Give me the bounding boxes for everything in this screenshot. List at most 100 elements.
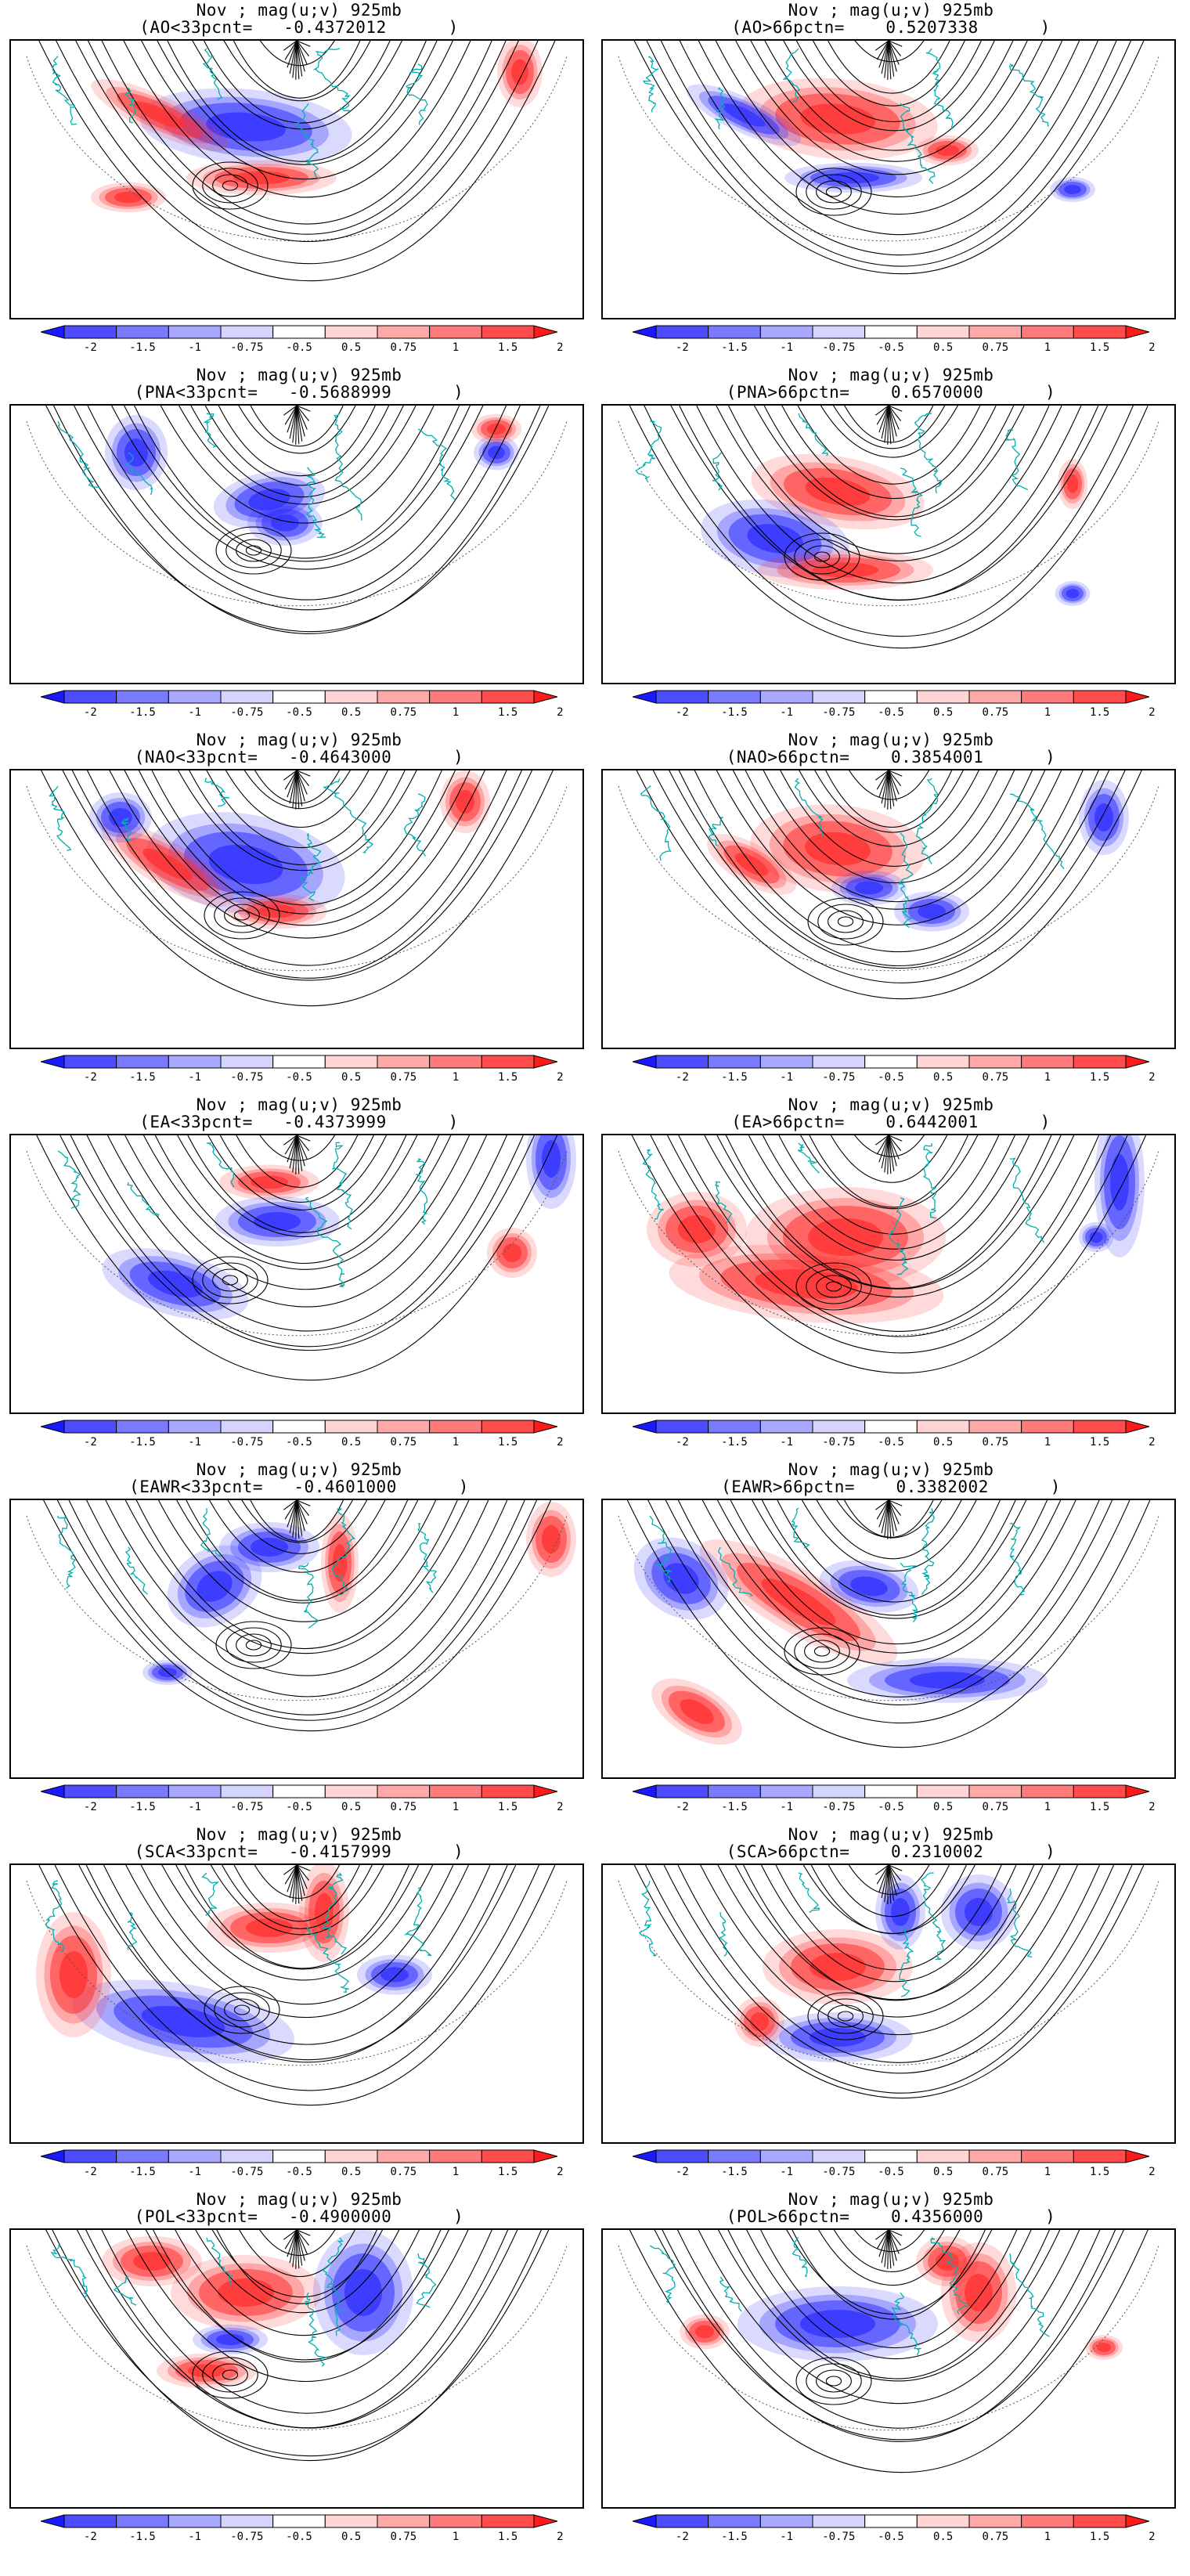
- colorbar-tick-label: -0.75: [822, 2531, 856, 2543]
- colorbar-swatch: [63, 1784, 117, 1799]
- coastline: [791, 1507, 810, 1549]
- streamline: [646, 41, 1132, 267]
- polar-map: [618, 1500, 1159, 1748]
- streamline: [762, 1135, 1015, 1250]
- colorbar-tick-label: 1: [1044, 706, 1051, 719]
- colorbar-swatch: [968, 2514, 1022, 2528]
- colorbar-tick-label: -2: [675, 1071, 689, 1084]
- colorbar-swatch: [1021, 690, 1074, 704]
- colorbar-swatch: [63, 1055, 117, 1069]
- polar-convergence-line: [296, 1865, 310, 1881]
- colorbar-swatch: [1021, 325, 1074, 339]
- colorbar-swatch: [63, 325, 117, 339]
- polar-convergence-line: [287, 770, 298, 798]
- colorbar-swatch: [655, 1420, 709, 1434]
- polar-convergence-line: [296, 1135, 305, 1167]
- polar-convergence-line: [874, 770, 889, 781]
- polar-convergence-line: [289, 41, 298, 74]
- streamline: [219, 1135, 374, 1203]
- coastline: [640, 785, 672, 861]
- streamline: [75, 41, 519, 243]
- polar-convergence-line: [887, 770, 889, 810]
- colorbar-min-arrow: [41, 1784, 65, 1799]
- colorbar-swatch: [864, 690, 918, 704]
- panel-title: Nov ; mag(u;v) 925mb: [788, 366, 994, 384]
- polar-convergence-line: [888, 770, 895, 806]
- colorbar-tick-label: -1.5: [721, 1071, 748, 1084]
- polar-convergence-line: [888, 1865, 902, 1881]
- streamline: [797, 406, 981, 485]
- colorbar-swatch: [324, 1784, 378, 1799]
- colorbar-min-arrow: [41, 2514, 65, 2528]
- cyclone-streamline: [806, 2363, 862, 2399]
- colorbar-swatch: [116, 1784, 169, 1799]
- coastlines: [642, 48, 1049, 185]
- polar-convergence-line: [888, 1135, 897, 1167]
- streamline: [631, 1135, 1147, 1374]
- polar-convergence-line: [296, 406, 303, 442]
- streamlines: [629, 406, 1149, 649]
- colorbar-swatch: [759, 1420, 813, 1434]
- polar-convergence-line: [888, 1135, 895, 1171]
- polar-convergence-line: [296, 41, 310, 56]
- colorbar-swatch: [655, 1055, 709, 1069]
- polar-convergence-line: [888, 2230, 892, 2269]
- streamline: [662, 2230, 1116, 2442]
- streamline: [259, 1135, 336, 1161]
- polar-convergence-line: [874, 1500, 889, 1510]
- colorbar-tick-label: -2: [675, 706, 689, 719]
- coastline: [914, 413, 944, 494]
- colorbar-swatch: [655, 690, 709, 704]
- polar-convergence-line: [284, 1135, 298, 1155]
- polar-convergence-line: [284, 41, 298, 60]
- polar-convergence-line: [296, 1135, 300, 1174]
- polar-convergence-line: [881, 1500, 889, 1534]
- polar-convergence-line: [878, 2230, 889, 2257]
- streamline: [844, 406, 934, 443]
- colorbar-min-arrow: [41, 2149, 65, 2163]
- map-panel: Nov ; mag(u;v) 925mb (NAO>66pctn= 0.38540…: [601, 730, 1181, 1095]
- panel-title: Nov ; mag(u;v) 925mb: [196, 1460, 402, 1479]
- streamline: [211, 2230, 384, 2298]
- streamline: [186, 1500, 409, 1601]
- colorbar-tick-label: 2: [1149, 341, 1156, 354]
- colorbar-swatch: [168, 325, 222, 339]
- cyclone-streamline: [817, 1998, 874, 2034]
- cyclone-streamline: [804, 1640, 840, 1663]
- colorbar-tick-label: -1: [780, 2531, 794, 2543]
- colorbar-max-arrow: [533, 2514, 557, 2528]
- map-panel: Nov ; mag(u;v) 925mb (EAWR<33pcnt= -0.460…: [9, 1459, 589, 1824]
- colorbar-swatch: [377, 325, 431, 339]
- colorbar-tick-label: 1: [452, 1801, 460, 1813]
- coastline: [295, 103, 320, 179]
- colorbar-tick-label: -0.75: [230, 1436, 264, 1449]
- coastline: [206, 1142, 235, 1188]
- streamline: [195, 2230, 400, 2314]
- polar-map: [26, 41, 568, 282]
- streamline: [178, 770, 417, 871]
- colorbar-tick-label: -2: [83, 2166, 97, 2178]
- colorbar-tick-label: 1: [452, 1071, 460, 1084]
- negative-anomaly-patch: [248, 489, 290, 511]
- streamline: [761, 1865, 1017, 1983]
- colorbar-swatch: [759, 325, 813, 339]
- panel-subtitle: (AO<33pcnt= -0.4372012 ): [139, 18, 459, 37]
- coastline: [717, 1546, 754, 1596]
- colorbar-tick-label: -0.5: [286, 1071, 312, 1084]
- colorbar-tick-label: -2: [675, 1801, 689, 1813]
- colorbar-swatch: [377, 1055, 431, 1069]
- polar-convergence-line: [296, 770, 310, 786]
- polar-convergence-line: [295, 1500, 298, 1539]
- colorbar-swatch: [708, 2149, 761, 2163]
- streamline: [218, 406, 376, 477]
- streamline: [763, 770, 1015, 884]
- streamlines: [45, 406, 550, 634]
- streamline: [799, 770, 979, 847]
- colorbar-tick-label: -1: [188, 341, 202, 354]
- polar-convergence-line: [887, 1865, 889, 1904]
- colorbar-swatch: [1073, 2514, 1127, 2528]
- coastline: [719, 2276, 742, 2312]
- coastline: [305, 1196, 345, 1287]
- colorbar-swatch: [1073, 2149, 1127, 2163]
- polar-convergence-line: [296, 406, 311, 412]
